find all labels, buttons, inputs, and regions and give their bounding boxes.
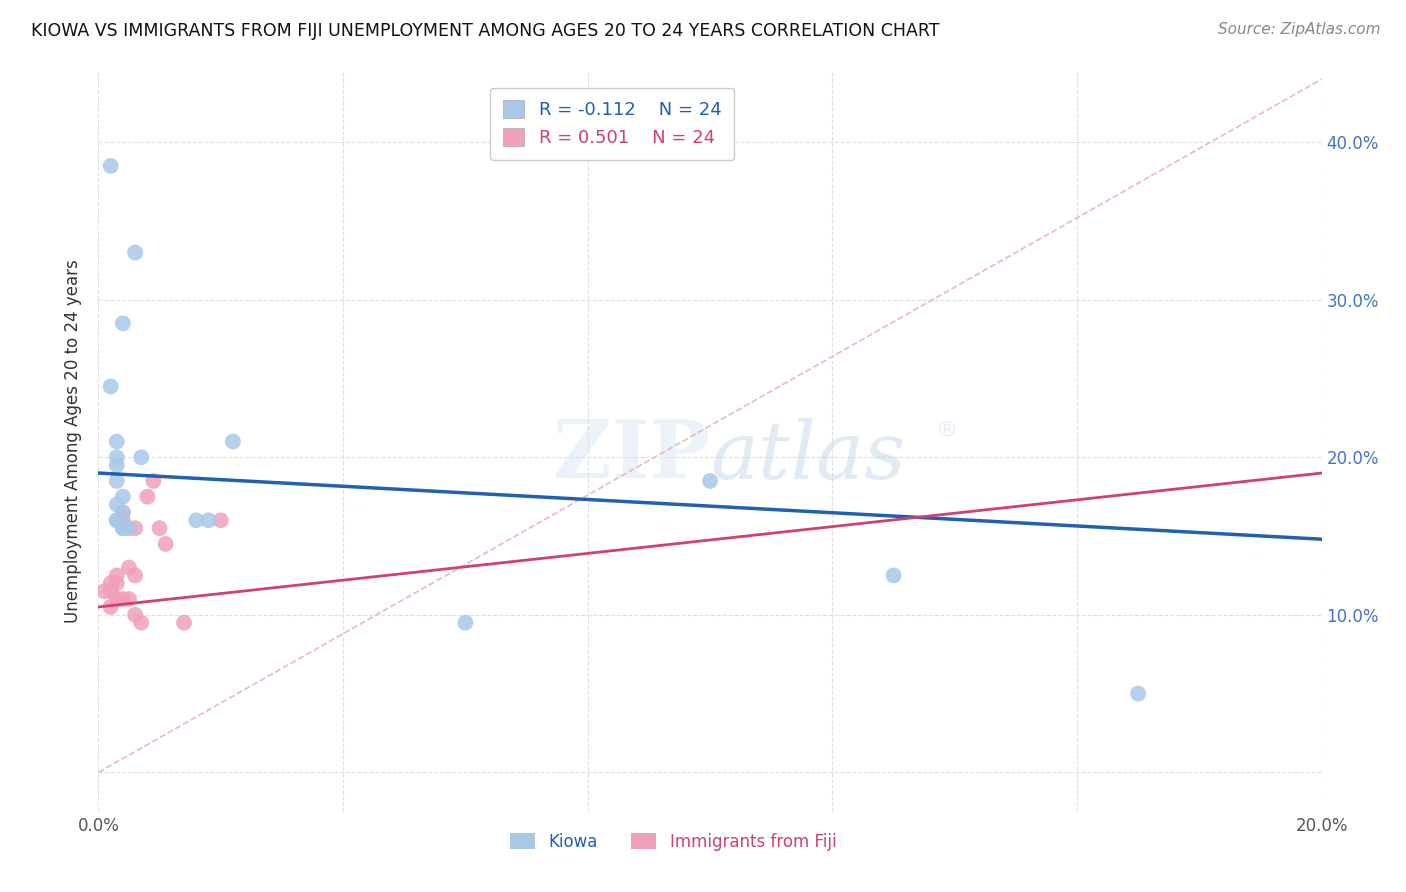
Point (93, 584, 115, 599)
Point (100, 599, 122, 614)
Text: ZIP: ZIP (553, 417, 710, 495)
Point (100, 159, 122, 173)
Point (124, 568, 146, 582)
Text: KIOWA VS IMMIGRANTS FROM FIJI UNEMPLOYMENT AMONG AGES 20 TO 24 YEARS CORRELATION: KIOWA VS IMMIGRANTS FROM FIJI UNEMPLOYME… (31, 22, 939, 40)
Point (105, 592, 128, 607)
Point (186, 513, 208, 527)
Point (222, 434, 245, 449)
Point (173, 615, 195, 630)
Y-axis label: Unemployment Among Ages 20 to 24 years: Unemployment Among Ages 20 to 24 years (65, 260, 83, 624)
Point (105, 434, 128, 449)
Text: ®: ® (936, 420, 959, 441)
Point (124, 245, 146, 260)
Point (111, 521, 134, 535)
Point (105, 576, 128, 591)
Point (118, 521, 141, 535)
Point (111, 592, 134, 607)
Point (136, 490, 159, 504)
Point (111, 521, 134, 535)
Point (105, 498, 128, 512)
Point (1128, 687, 1150, 701)
Point (100, 379, 122, 393)
Point (105, 474, 128, 488)
Point (699, 474, 721, 488)
Legend: Kiowa, Immigrants from Fiji: Kiowa, Immigrants from Fiji (502, 824, 845, 859)
Point (129, 615, 152, 630)
Point (454, 615, 477, 630)
Point (883, 568, 905, 582)
Point (111, 513, 134, 527)
Point (124, 521, 146, 535)
Point (105, 450, 128, 465)
Text: atlas: atlas (710, 417, 905, 495)
Point (118, 521, 141, 535)
Point (100, 576, 122, 591)
Point (105, 513, 128, 527)
Point (111, 490, 134, 504)
Point (155, 537, 177, 551)
Point (118, 560, 141, 574)
Point (105, 513, 128, 527)
Point (129, 450, 152, 465)
Text: Source: ZipAtlas.com: Source: ZipAtlas.com (1218, 22, 1381, 37)
Point (100, 584, 122, 599)
Point (142, 474, 165, 488)
Point (111, 505, 134, 519)
Point (209, 513, 232, 527)
Point (111, 317, 134, 331)
Point (124, 607, 146, 622)
Point (197, 513, 219, 527)
Point (105, 592, 128, 607)
Point (105, 568, 128, 582)
Point (149, 521, 172, 535)
Point (111, 505, 134, 519)
Point (105, 458, 128, 472)
Point (118, 592, 141, 607)
